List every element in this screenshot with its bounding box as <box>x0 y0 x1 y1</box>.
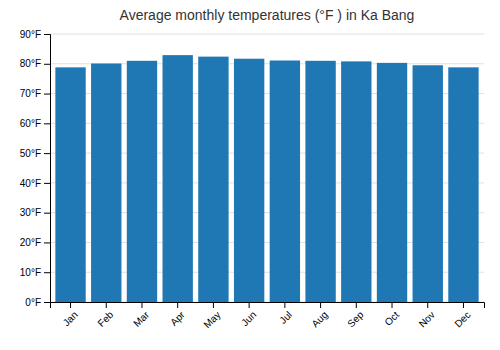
grid <box>50 34 484 302</box>
tick-label: May <box>201 309 222 330</box>
tick-mark <box>44 123 50 124</box>
x-tick: Jul <box>277 302 294 326</box>
tick-label: 20°F <box>20 237 41 248</box>
tick-mark <box>44 64 50 65</box>
bar <box>305 61 335 302</box>
tick-label: 80°F <box>20 58 41 69</box>
tick-mark <box>44 34 50 35</box>
tick-label: Dec <box>452 309 472 329</box>
tick-label: 70°F <box>20 88 41 99</box>
y-tick: 50°F <box>20 148 50 159</box>
tick-mark <box>177 302 178 308</box>
bar <box>377 63 407 302</box>
bar <box>234 59 264 302</box>
chart: 0°F 10°F 20°F 30°F 40°F 50°F 60°F 70°F 80°F 90°F J… <box>0 0 500 350</box>
bar <box>127 61 157 302</box>
y-tick: 80°F <box>20 58 50 69</box>
bar <box>163 55 193 302</box>
x-tick: Oct <box>382 302 401 328</box>
y-tick: 40°F <box>20 178 50 189</box>
y-tick: 60°F <box>20 118 50 129</box>
x-tick: Jan <box>61 302 80 328</box>
x-tick: Jun <box>239 302 258 328</box>
tick-label: 50°F <box>20 148 41 159</box>
tick-mark <box>106 302 107 308</box>
tick-mark <box>44 302 50 303</box>
tick-label: Jan <box>61 309 80 328</box>
tick-label: 30°F <box>20 207 41 218</box>
tick-mark <box>320 302 321 308</box>
tick-mark <box>44 183 50 184</box>
x-tick: Feb <box>95 302 115 329</box>
tick-mark <box>141 302 142 308</box>
y-tick: 90°F <box>20 29 50 40</box>
y-tick: 70°F <box>20 88 50 99</box>
x-tick: Nov <box>417 302 437 329</box>
tick-mark <box>44 242 50 243</box>
y-tick: 10°F <box>20 267 50 278</box>
tick-mark <box>463 302 464 308</box>
tick-mark <box>392 302 393 308</box>
y-axis: 0°F 10°F 20°F 30°F 40°F 50°F 60°F 70°F 80°F 90°F <box>20 29 51 308</box>
tick-label: Mar <box>131 309 151 329</box>
title: Average monthly temperatures (°F ) in Ka… <box>120 7 415 23</box>
tick-mark <box>356 302 357 308</box>
bar <box>198 57 228 302</box>
tick-label: 10°F <box>20 267 41 278</box>
tick-mark <box>70 302 71 308</box>
bars <box>55 55 478 302</box>
tick-mark <box>44 213 50 214</box>
y-tick: 0°F <box>25 297 50 308</box>
tick-label: Oct <box>382 309 401 328</box>
y-tick: 30°F <box>20 207 50 218</box>
plot: 0°F 10°F 20°F 30°F 40°F 50°F 60°F 70°F 80°F 90°F J… <box>20 29 485 331</box>
x-tick: Dec <box>452 302 472 329</box>
x-axis: Jan Feb Mar Apr May Jun Jul Aug Sep Oct Nov Dec <box>51 302 485 330</box>
x-tick: Mar <box>131 302 151 329</box>
tick-label: 0°F <box>25 297 41 308</box>
y-tick: 20°F <box>20 237 50 248</box>
tick-mark <box>44 94 50 95</box>
tick-mark <box>44 272 50 273</box>
tick-mark <box>213 302 214 308</box>
x-tick: Aug <box>309 302 329 329</box>
axis-line <box>51 303 485 309</box>
tick-label: Apr <box>168 309 187 328</box>
bar <box>413 65 443 302</box>
tick-label: Sep <box>345 309 366 330</box>
bar <box>91 63 121 302</box>
tick-label: Jul <box>277 309 294 326</box>
axis-line <box>44 35 51 303</box>
bar <box>341 61 371 302</box>
tick-label: Jun <box>239 309 258 328</box>
tick-mark <box>427 302 428 308</box>
tick-mark <box>284 302 285 308</box>
tick-label: Nov <box>417 309 437 329</box>
tick-label: Feb <box>95 309 115 329</box>
x-tick: Sep <box>345 302 366 329</box>
x-tick: Apr <box>168 302 187 328</box>
bar <box>448 67 478 302</box>
tick-label: Aug <box>309 309 329 329</box>
bar <box>270 61 300 302</box>
tick-mark <box>44 153 50 154</box>
tick-label: 60°F <box>20 118 41 129</box>
tick-label: 40°F <box>20 178 41 189</box>
grid-line <box>50 34 484 35</box>
x-tick: May <box>201 302 222 330</box>
tick-mark <box>249 302 250 308</box>
bar <box>55 67 85 302</box>
tick-label: 90°F <box>20 29 41 40</box>
